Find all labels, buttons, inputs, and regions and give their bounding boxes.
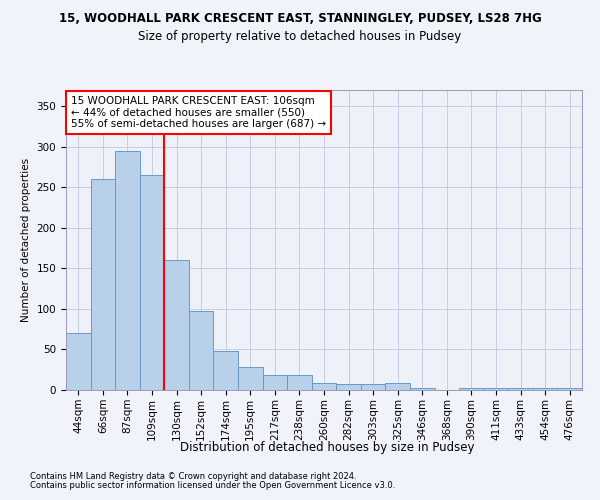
Text: Contains HM Land Registry data © Crown copyright and database right 2024.: Contains HM Land Registry data © Crown c… [30,472,356,481]
Bar [91,179,115,390]
Text: Distribution of detached houses by size in Pudsey: Distribution of detached houses by size … [180,441,474,454]
Bar [533,388,557,390]
Bar [459,388,484,390]
Text: Size of property relative to detached houses in Pudsey: Size of property relative to detached ho… [139,30,461,43]
Bar [287,376,312,390]
Bar [66,333,91,390]
Bar [115,151,140,390]
Bar [484,388,508,390]
Bar [238,368,263,390]
Text: 15 WOODHALL PARK CRESCENT EAST: 106sqm
← 44% of detached houses are smaller (550: 15 WOODHALL PARK CRESCENT EAST: 106sqm ←… [71,96,326,129]
Bar [557,388,582,390]
Bar [410,388,434,390]
Bar [214,351,238,390]
Bar [385,382,410,390]
Bar [508,388,533,390]
Bar [140,175,164,390]
Y-axis label: Number of detached properties: Number of detached properties [21,158,31,322]
Bar [189,310,214,390]
Bar [336,384,361,390]
Bar [263,376,287,390]
Bar [312,382,336,390]
Bar [164,260,189,390]
Text: Contains public sector information licensed under the Open Government Licence v3: Contains public sector information licen… [30,481,395,490]
Bar [361,384,385,390]
Text: 15, WOODHALL PARK CRESCENT EAST, STANNINGLEY, PUDSEY, LS28 7HG: 15, WOODHALL PARK CRESCENT EAST, STANNIN… [59,12,541,26]
